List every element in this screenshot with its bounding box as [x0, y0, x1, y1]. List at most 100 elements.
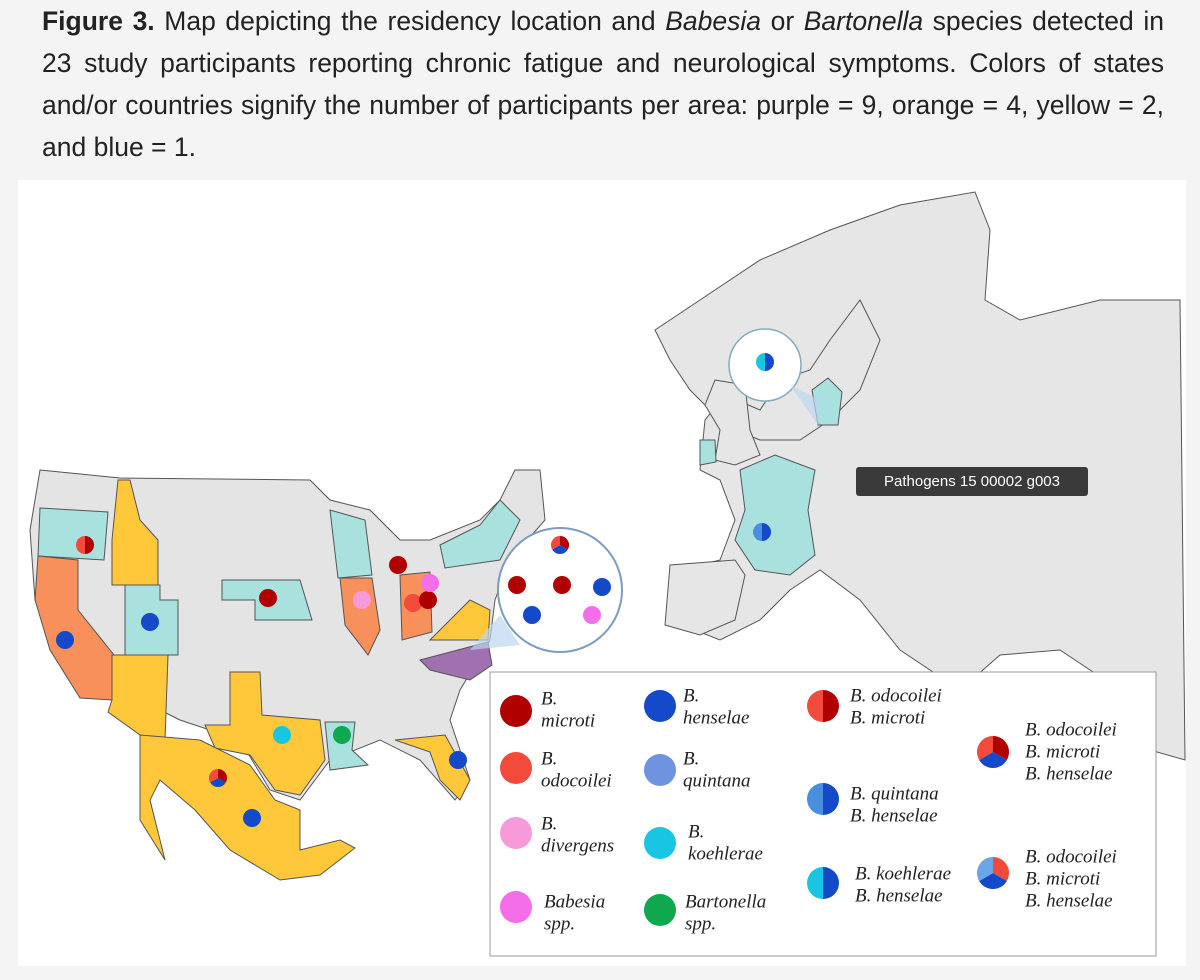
inset-pointer: [470, 615, 520, 650]
marker-slice: [979, 873, 1007, 889]
marker: [141, 613, 159, 631]
marker-slice: [993, 857, 1009, 881]
marker: [500, 695, 532, 727]
legend-label: Babesia: [544, 891, 605, 912]
legend-label: B. microti: [1025, 741, 1100, 762]
marker: [333, 726, 351, 744]
caption-text: or: [761, 6, 804, 36]
marker: [421, 574, 439, 592]
marker: [583, 606, 601, 624]
marker: [389, 556, 407, 574]
florida: [394, 734, 471, 801]
arizona: [107, 654, 169, 741]
marker-slice: [209, 769, 218, 783]
legend-label: spp.: [685, 913, 716, 934]
wisconsin: [329, 509, 373, 579]
marker-slice: [753, 523, 762, 541]
legend-label: B.: [541, 813, 557, 834]
marker: [500, 817, 532, 849]
marker: [500, 891, 532, 923]
marker-slice: [823, 690, 839, 722]
marker: [508, 576, 526, 594]
uk: [704, 379, 761, 466]
tooltip: Pathogens 15 00002 g003: [856, 467, 1088, 496]
legend-label: B. odocoilei: [1025, 719, 1117, 740]
marker-slice: [993, 736, 1009, 760]
marker-slice: [210, 778, 226, 787]
marker-slice: [560, 536, 569, 550]
marker: [273, 726, 291, 744]
marker-slice: [807, 783, 823, 815]
inset-pointer: [790, 385, 820, 425]
caption-text: Map depicting the residency location and: [154, 6, 666, 36]
marker-slice: [823, 867, 839, 899]
marker-slice: [979, 752, 1007, 768]
iberia: [664, 559, 746, 636]
marker: [523, 606, 541, 624]
ireland: [699, 439, 717, 466]
legend-label: koehlerae: [688, 843, 763, 864]
legend-label: B.: [541, 688, 557, 709]
caption-label: Figure 3.: [42, 6, 155, 36]
marker: [56, 631, 74, 649]
legend-label: B. microti: [1025, 868, 1100, 889]
marker-slice: [807, 867, 823, 899]
marker-slice: [765, 353, 774, 371]
texas: [204, 671, 326, 796]
idaho: [111, 479, 159, 586]
legend-label: B. koehlerae: [855, 863, 951, 884]
legend-label: B. henselae: [850, 805, 938, 826]
marker: [449, 751, 467, 769]
legend-label: spp.: [544, 913, 575, 934]
marker-slice: [218, 769, 227, 783]
marker: [353, 591, 371, 609]
virginia: [428, 599, 491, 641]
legend-label: B.: [683, 748, 699, 769]
marker-slice: [762, 523, 771, 541]
caption-text: Babesia: [665, 6, 761, 36]
legend-label: Bartonella: [685, 891, 766, 912]
legend-label: B. quintana: [850, 783, 939, 804]
legend-label: B. odocoilei: [850, 685, 942, 706]
marker: [500, 752, 532, 784]
caption: Figure 3. Map depicting the residency lo…: [42, 0, 1164, 168]
marker-slice: [977, 857, 993, 881]
new-york: [439, 499, 521, 569]
caption-text: species detected in 23 study participant…: [42, 6, 1164, 162]
marker-slice: [85, 536, 94, 554]
legend-label: odocoilei: [541, 770, 612, 791]
marker-slice: [551, 536, 560, 550]
france: [734, 454, 816, 576]
marker: [553, 576, 571, 594]
marker: [404, 594, 422, 612]
legend-label: B. odocoilei: [1025, 846, 1117, 867]
marker-slice: [807, 690, 823, 722]
legend-label: B.: [683, 685, 699, 706]
legend-label: quintana: [683, 770, 751, 791]
mexico: [139, 734, 356, 881]
marker-slice: [977, 736, 993, 760]
marker-slice: [756, 353, 765, 371]
marker: [644, 827, 676, 859]
marker-slice: [552, 545, 568, 555]
legend-label: henselae: [683, 707, 749, 728]
legend-label: divergens: [541, 835, 614, 856]
legend-label: B.: [541, 748, 557, 769]
marker: [243, 809, 261, 827]
marker: [419, 591, 437, 609]
legend-label: B. henselae: [1025, 890, 1113, 911]
legend-label: microti: [541, 710, 595, 731]
marker-slice: [76, 536, 85, 554]
marker: [644, 754, 676, 786]
caption-text: Bartonella: [803, 6, 924, 36]
marker-slice: [823, 783, 839, 815]
marker: [644, 894, 676, 926]
marker: [593, 578, 611, 596]
legend-label: B. microti: [850, 707, 925, 728]
oregon: [37, 507, 109, 561]
legend-label: B. henselae: [855, 885, 943, 906]
marker: [259, 589, 277, 607]
legend-label: B. henselae: [1025, 763, 1113, 784]
marker: [644, 690, 676, 722]
